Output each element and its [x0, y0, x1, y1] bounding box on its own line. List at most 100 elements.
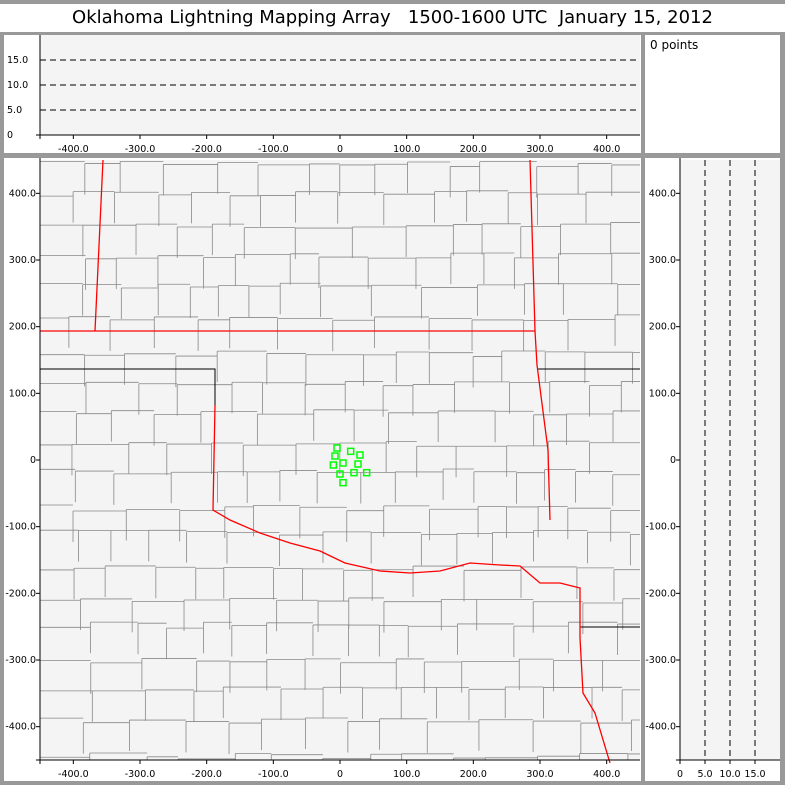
county-border — [231, 625, 267, 657]
county-border — [153, 414, 201, 446]
county-border — [195, 567, 224, 600]
county-border — [301, 568, 344, 600]
county-border — [537, 506, 568, 538]
x-tick-label: -200.0 — [191, 144, 222, 153]
county-border — [428, 352, 474, 384]
y-tick-label: 0 — [7, 130, 13, 141]
county-border — [304, 717, 348, 750]
county-border — [279, 470, 318, 502]
county-border — [613, 569, 640, 601]
county-border — [203, 257, 236, 289]
county-border — [162, 164, 218, 196]
county-border — [120, 287, 159, 319]
county-border — [476, 598, 534, 631]
y-tick-label: 15.0 — [7, 55, 28, 66]
county-border — [231, 381, 263, 414]
county-border — [228, 722, 262, 755]
county-border — [289, 253, 319, 285]
y-tick-label: 300.0 — [9, 255, 36, 266]
county-border — [492, 532, 534, 564]
county-border — [383, 601, 442, 633]
x-tick-label: 200.0 — [460, 144, 487, 153]
county-border — [576, 567, 614, 599]
county-border — [426, 721, 479, 753]
county-border — [627, 753, 640, 760]
county-border — [313, 409, 355, 441]
county-border — [141, 658, 197, 690]
county-border — [229, 317, 278, 349]
county-border — [394, 471, 444, 503]
county-border — [229, 195, 261, 227]
county-border — [501, 350, 546, 382]
county-border — [223, 567, 274, 599]
county-border — [257, 164, 310, 196]
county-border — [466, 190, 509, 222]
station-marker — [339, 459, 347, 467]
county-border — [589, 442, 640, 474]
county-border — [158, 194, 192, 226]
county-border — [266, 658, 306, 691]
x-tick-label: -100.0 — [258, 144, 289, 153]
county-border — [622, 598, 640, 630]
station-marker — [333, 444, 341, 452]
county-border — [412, 565, 465, 598]
county-border — [125, 509, 180, 541]
station-marker — [336, 470, 344, 478]
county-border — [226, 532, 280, 564]
county-border — [610, 510, 640, 542]
county-border — [183, 599, 230, 632]
county-border — [483, 252, 515, 285]
county-border — [339, 164, 375, 196]
county-border — [71, 443, 129, 476]
red-river-border — [212, 404, 611, 764]
county-border — [110, 410, 155, 442]
county-border — [234, 254, 291, 286]
station-marker — [331, 452, 339, 460]
county-border — [115, 257, 158, 290]
county-border — [584, 351, 633, 384]
county-border — [75, 413, 112, 445]
y-tick-label: 200.0 — [649, 322, 676, 333]
state-border-red — [40, 159, 551, 521]
county-border — [217, 285, 249, 317]
county-border — [104, 565, 156, 597]
county-border — [454, 381, 510, 413]
county-border — [157, 283, 191, 316]
y-tick-label: -100.0 — [645, 522, 676, 533]
county-border — [304, 658, 341, 690]
y-tick-label: 5.0 — [7, 105, 22, 116]
county-border — [449, 166, 480, 198]
county-border — [305, 354, 364, 386]
county-border — [579, 753, 628, 760]
point-count-label: 0 points — [650, 38, 699, 52]
county-border — [197, 319, 230, 351]
county-border — [82, 284, 122, 316]
county-border — [478, 719, 534, 751]
county-border — [383, 193, 435, 226]
station-marker — [350, 468, 358, 477]
county-border — [84, 354, 125, 387]
county-border — [481, 223, 521, 255]
county-border — [135, 223, 178, 256]
county-border — [533, 414, 567, 446]
county-border — [423, 661, 462, 694]
county-border — [371, 569, 414, 601]
county-border — [405, 225, 454, 257]
county-border — [90, 662, 142, 694]
county-border — [518, 658, 554, 691]
county-border — [479, 161, 537, 193]
county-border — [577, 163, 612, 195]
x-tick-label: 400.0 — [593, 769, 620, 780]
county-border — [203, 621, 232, 654]
county-border — [82, 722, 130, 754]
county-border — [110, 529, 149, 562]
county-border — [186, 531, 227, 563]
county-border — [544, 351, 585, 383]
x-tick-label: -300.0 — [125, 769, 156, 780]
x-tick-label: -200.0 — [191, 769, 222, 780]
county-border — [109, 319, 155, 351]
county-border — [170, 471, 218, 504]
county-border — [138, 383, 178, 415]
county-border — [567, 507, 611, 540]
county-border — [567, 621, 618, 654]
